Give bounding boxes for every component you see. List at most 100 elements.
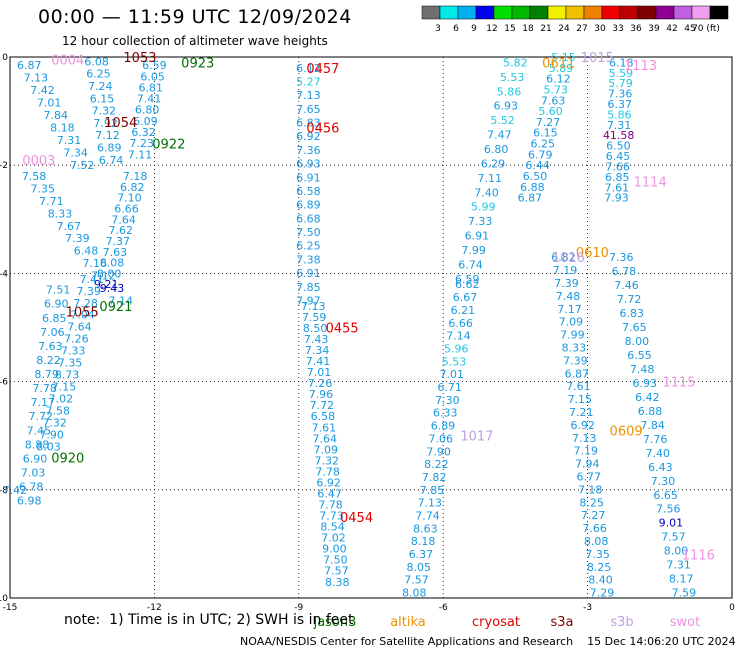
wave-height-point: 7.26: [64, 333, 89, 346]
colorbar-tick-label: 18: [522, 24, 534, 34]
wave-height-point: 6.32: [131, 126, 156, 139]
wave-height-point: 5.59: [609, 67, 634, 80]
wave-height-point: 8.22: [36, 354, 61, 367]
wave-height-point: 9.21: [94, 278, 119, 291]
wave-height-point: 7.30: [435, 394, 460, 407]
wave-height-point: 7.71: [39, 195, 64, 208]
wave-height-point: 8.33: [562, 341, 587, 354]
wave-height-point: 7.34: [305, 344, 330, 357]
wave-height-point: 7.64: [313, 432, 338, 445]
wave-height-point: 6.82: [551, 251, 576, 264]
wave-height-point: 6.98: [17, 495, 42, 508]
wave-height-point: 5.82: [503, 56, 528, 69]
wave-height-point: 7.16: [82, 257, 107, 270]
wave-height-point: 6.81: [139, 81, 164, 94]
x-tick-label: 0: [729, 603, 735, 613]
wave-height-point: 7.46: [614, 279, 639, 292]
wave-height-point: 7.28: [73, 297, 98, 310]
wave-height-point: 7.78: [32, 382, 57, 395]
wave-height-point: 7.72: [310, 399, 335, 412]
y-tick-label: -10: [0, 594, 8, 604]
wave-height-point: 8.54: [320, 521, 345, 534]
wave-height-point: 7.21: [569, 406, 594, 419]
wave-height-point: 6.87: [17, 59, 42, 72]
wave-height-point: 8.50: [303, 322, 328, 335]
wave-height-point: 7.90: [426, 445, 451, 458]
wave-height-point: 6.48: [74, 245, 99, 258]
chart-title: 00:00 — 11:59 UTC 12/09/2024: [38, 6, 352, 28]
pass-id-label: 0922: [152, 138, 185, 153]
wave-height-point: 6.18: [609, 56, 634, 69]
wave-height-point: 7.06: [429, 432, 454, 445]
legend-item-s3a: s3a: [550, 615, 573, 630]
wave-height-point: 7.48: [556, 290, 581, 303]
wave-height-point: 7.58: [46, 405, 71, 418]
wave-height-point: 7.52: [70, 159, 95, 172]
legend-item-jason3: jason3: [313, 615, 357, 630]
y-tick-label: -6: [0, 378, 8, 388]
wave-height-point: 8.08: [584, 535, 609, 548]
wave-height-point: 7.62: [108, 224, 133, 237]
wave-height-point: 6.15: [90, 92, 115, 105]
pass-id-label: 0004: [51, 54, 84, 69]
wave-height-point: 7.33: [468, 215, 493, 228]
wave-height-point: 7.23: [130, 137, 155, 150]
wave-height-point: 6.12: [296, 62, 321, 75]
wave-height-point: 6.29: [481, 157, 506, 170]
wave-height-point: 7.61: [605, 181, 630, 194]
wave-height-point: 6.92: [316, 476, 341, 489]
colorbar-tick-label: 15: [504, 24, 515, 34]
wave-height-point: 7.17: [30, 396, 55, 409]
wave-height-point: 7.06: [40, 326, 65, 339]
wave-height-point: 7.64: [67, 321, 92, 334]
wave-height-point: 6.44: [525, 159, 550, 172]
wave-height-point: 7.36: [608, 88, 633, 101]
wave-height-point: 6.50: [606, 140, 631, 153]
wave-height-point: 7.82: [422, 471, 447, 484]
wave-height-point: 7.01: [37, 97, 62, 110]
wave-height-point: 6.33: [433, 407, 458, 420]
wave-height-point: 6.78: [612, 265, 637, 278]
wave-height-point: 5.60: [538, 105, 563, 118]
wave-height-point: 7.66: [605, 160, 630, 173]
x-tick-label: -12: [147, 603, 162, 613]
wave-height-point: 7.29: [590, 587, 615, 600]
wave-height-point: 7.85: [420, 484, 445, 497]
wave-height-point: 8.03: [36, 441, 61, 454]
wave-height-point: 7.19: [553, 264, 578, 277]
colorbar-tick-label: 24: [558, 24, 570, 34]
wave-height-point: 6.93: [494, 100, 519, 113]
wave-height-point: 7.42: [30, 84, 55, 97]
wave-height-point: 7.57: [661, 531, 686, 544]
wave-height-point: 8.25: [587, 561, 612, 574]
wave-height-point: 6.74: [99, 154, 124, 167]
wave-height-point: 7.12: [95, 129, 120, 142]
wave-height-point: 6.74: [458, 258, 483, 271]
wave-height-point: 7.31: [666, 559, 691, 572]
wave-height-point: 7.85: [296, 281, 321, 294]
wave-height-point: 7.48: [630, 363, 655, 376]
wave-height-point: 7.31: [607, 119, 632, 132]
wave-height-point: 7.47: [487, 129, 512, 142]
pass-id-label: 1114: [634, 175, 667, 190]
y-tick-label: -8: [0, 486, 8, 496]
pass-id-label: 0610: [576, 246, 609, 261]
wave-height-point: 8.08: [100, 257, 125, 270]
wave-height-point: 7.10: [117, 192, 142, 205]
wave-height-point: 7.65: [296, 103, 321, 116]
wave-height-point: 7.17: [557, 303, 582, 316]
wave-height-point: 7.03: [21, 466, 46, 479]
wave-height-point: 6.37: [608, 98, 633, 111]
wave-height-point: 7.93: [604, 192, 629, 205]
wave-height-point: 7.18: [123, 170, 148, 183]
footer-credit: NOAA/NESDIS Center for Satellite Applica…: [240, 635, 736, 648]
wave-height-point: 7.50: [296, 226, 321, 239]
wave-height-point: 7.73: [319, 510, 344, 523]
wave-height-point: 7.59: [672, 587, 697, 600]
wave-height-point: 7.13: [24, 72, 49, 85]
pass-id-label: 0003: [22, 154, 55, 169]
wave-height-point: 6.67: [453, 291, 478, 304]
wave-height-point: 8.08: [402, 587, 427, 600]
pass-id-label: 0454: [340, 511, 373, 526]
